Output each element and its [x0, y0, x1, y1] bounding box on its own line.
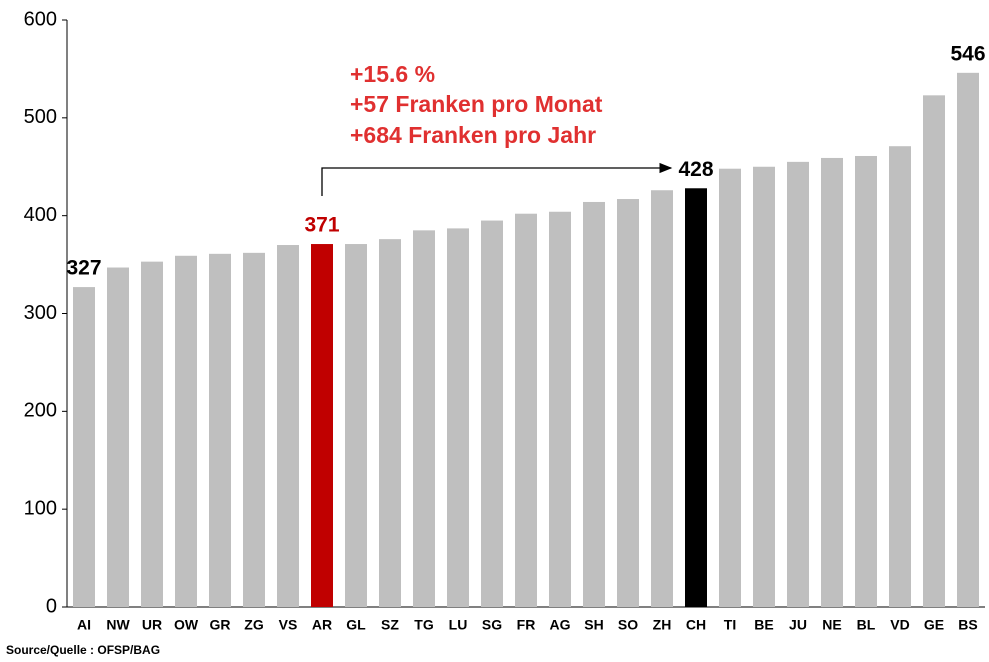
x-tick-label: BL [857, 617, 876, 633]
bar [617, 199, 639, 607]
annotation: +684 Franken pro Jahr [350, 122, 596, 148]
y-tick-label: 100 [24, 497, 57, 519]
x-tick-label: GL [346, 617, 366, 633]
x-tick-label: FR [517, 617, 536, 633]
bar [73, 287, 95, 607]
x-tick-label: BS [958, 617, 977, 633]
annotation: +15.6 % [350, 61, 435, 87]
bar [821, 157, 843, 607]
bar [923, 95, 945, 607]
x-tick-label: VS [279, 617, 298, 633]
bar [141, 261, 163, 607]
y-tick-label: 500 [24, 106, 57, 128]
bar [787, 161, 809, 607]
bar [549, 211, 571, 607]
bar [719, 168, 741, 607]
x-tick-label: UR [142, 617, 162, 633]
y-tick-label: 400 [24, 204, 57, 226]
x-tick-label: NW [106, 617, 130, 633]
x-tick-label: AR [312, 617, 332, 633]
data-label: 327 [66, 257, 101, 280]
x-tick-label: SG [482, 617, 502, 633]
bar [107, 267, 129, 607]
data-label: 371 [304, 214, 339, 237]
x-tick-label: ZG [244, 617, 264, 633]
bar [345, 244, 367, 607]
x-tick-label: LU [449, 617, 468, 633]
bar [413, 230, 435, 607]
bar [651, 190, 673, 608]
x-tick-label: VD [890, 617, 909, 633]
bar [277, 245, 299, 607]
x-tick-label: TI [724, 617, 736, 633]
annotation: +57 Franken pro Monat [350, 91, 603, 117]
bar [447, 228, 469, 607]
bar [753, 166, 775, 607]
y-tick-label: 0 [46, 595, 57, 617]
bar [243, 252, 265, 608]
x-tick-label: SO [618, 617, 638, 633]
bar [379, 239, 401, 607]
bar [515, 213, 537, 607]
x-tick-label: JU [789, 617, 807, 633]
x-tick-label: AG [550, 617, 571, 633]
bar [583, 201, 605, 607]
x-tick-label: GE [924, 617, 944, 633]
bar [481, 220, 503, 607]
x-tick-label: BE [754, 617, 773, 633]
x-tick-label: SH [584, 617, 603, 633]
x-tick-label: NE [822, 617, 841, 633]
source: Source/Quelle : OFSP/BAG [6, 643, 160, 657]
bar [855, 155, 877, 607]
x-tick-label: ZH [653, 617, 672, 633]
x-tick-label: SZ [381, 617, 399, 633]
bar [175, 255, 197, 608]
bar [311, 244, 333, 607]
data-label: 546 [950, 42, 985, 65]
bar [685, 188, 707, 608]
x-tick-label: AI [77, 617, 91, 633]
x-tick-label: TG [414, 617, 434, 633]
bar [889, 146, 911, 607]
x-tick-label: GR [210, 617, 231, 633]
bar [209, 253, 231, 608]
y-tick-label: 200 [24, 400, 57, 422]
y-tick-label: 600 [24, 8, 57, 30]
arrow [321, 162, 673, 196]
data-label: 428 [678, 158, 713, 181]
y-tick-label: 300 [24, 302, 57, 324]
bar [957, 72, 979, 607]
x-tick-label: CH [686, 617, 706, 633]
x-tick-label: OW [174, 617, 199, 633]
